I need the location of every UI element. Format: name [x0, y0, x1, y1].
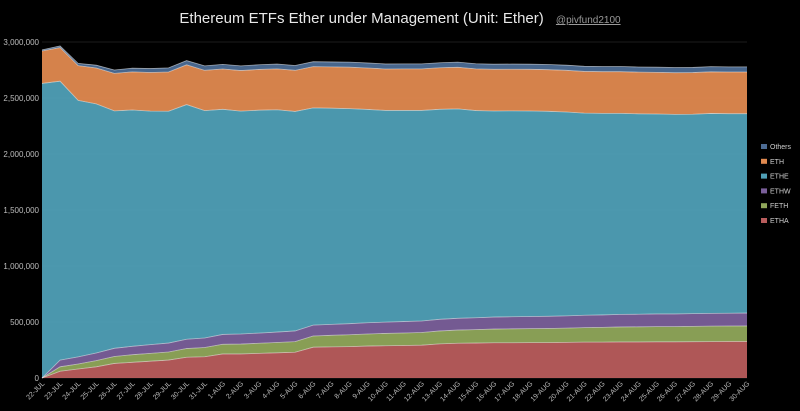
y-tick-label: 1,000,000 — [3, 262, 39, 271]
area-layer — [42, 45, 747, 378]
x-tick-label: 23-JUL — [44, 380, 65, 401]
x-tick-label: 2-AUG — [225, 380, 245, 400]
area-etha — [42, 341, 747, 378]
legend: Others ETH ETHE ETHW FETH ETHA — [761, 144, 792, 225]
legend-swatch — [761, 158, 767, 164]
x-tick-label: 1-AUG — [207, 380, 227, 400]
legend-label: ETHW — [770, 188, 791, 195]
area-others — [42, 45, 747, 74]
x-tick-label: 30-AUG — [729, 380, 752, 403]
area-edge-etha — [41, 341, 747, 379]
legend-label: FETH — [770, 203, 788, 210]
x-axis: 22-JUL23-JUL24-JUL25-JUL26-JUL27-JUL28-J… — [25, 380, 751, 403]
y-tick-label: 0 — [35, 374, 40, 383]
x-tick-label: 7-AUG — [316, 380, 336, 400]
area-ethe — [42, 81, 747, 378]
x-tick-label: 28-JUL — [134, 380, 155, 401]
legend-item-ethe[interactable]: ETHE — [761, 173, 789, 181]
area-edge-others — [41, 45, 747, 71]
area-edge-eth — [41, 47, 747, 74]
legend-swatch — [761, 144, 767, 149]
legend-swatch — [761, 218, 767, 223]
legend-swatch — [761, 188, 767, 194]
x-tick-label: 31-JUL — [188, 380, 209, 401]
line-layer — [41, 45, 748, 379]
y-tick-label: 500,000 — [10, 318, 39, 327]
legend-item-etha[interactable]: ETHA — [761, 218, 789, 225]
x-tick-label: 25-JUL — [80, 380, 101, 401]
x-tick-label: 6-AUG — [297, 380, 317, 400]
author-handle[interactable]: @pivfund2100 — [555, 15, 621, 26]
legend-item-others[interactable]: Others — [761, 144, 792, 151]
area-ethw — [42, 313, 747, 378]
x-tick-label: 30-JUL — [170, 380, 191, 401]
area-edge-ethe — [41, 80, 747, 115]
area-edge-feth — [41, 325, 748, 379]
legend-label: ETHA — [770, 218, 789, 225]
legend-swatch — [761, 203, 767, 209]
x-tick-label: 29-JUL — [152, 380, 173, 401]
chart-title: Ethereum ETFs Ether under Management (Un… — [0, 10, 800, 27]
y-tick-label: 2,500,000 — [3, 94, 39, 103]
x-tick-label: 27-JUL — [116, 380, 137, 401]
y-axis: 0 500,000 1,000,000 1,500,000 2,000,000 2,500… — [3, 38, 39, 383]
x-tick-label: 8-AUG — [334, 380, 354, 400]
legend-item-feth[interactable]: FETH — [761, 203, 788, 210]
x-tick-label: 22-JUL — [25, 380, 46, 401]
x-tick-label: 26-JUL — [98, 380, 119, 401]
x-tick-label: 5-AUG — [279, 380, 299, 400]
x-tick-label: 3-AUG — [243, 380, 263, 400]
legend-label: ETH — [770, 159, 784, 166]
legend-label: ETHE — [770, 174, 789, 181]
legend-item-eth[interactable]: ETH — [761, 158, 784, 166]
area-eth — [42, 47, 747, 115]
x-tick-label: 4-AUG — [261, 380, 281, 400]
legend-item-ethw[interactable]: ETHW — [761, 188, 791, 195]
area-feth — [42, 325, 747, 378]
chart-title-text: Ethereum ETFs Ether under Management (Un… — [179, 10, 544, 27]
legend-swatch — [761, 173, 767, 179]
y-tick-label: 2,000,000 — [3, 150, 39, 159]
y-tick-label: 1,500,000 — [3, 206, 39, 215]
legend-label: Others — [770, 144, 792, 151]
area-edge-ethw — [41, 312, 748, 379]
x-tick-label: 24-JUL — [62, 380, 83, 401]
y-tick-label: 3,000,000 — [3, 38, 39, 47]
